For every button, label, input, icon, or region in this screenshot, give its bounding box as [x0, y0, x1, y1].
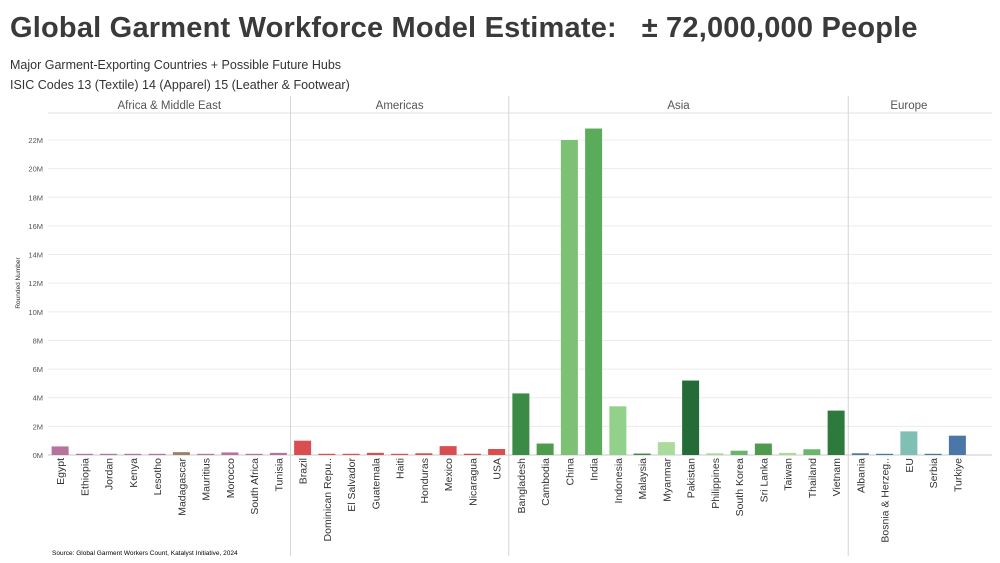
bar[interactable]: [439, 446, 457, 455]
x-tick-label: Bosnia & Herzeg..: [880, 458, 892, 543]
x-tick-label: Kenya: [128, 458, 140, 488]
x-tick-label: Albania: [855, 458, 867, 493]
x-tick-label: Vietnam: [831, 458, 843, 497]
y-tick-label: 22M: [28, 136, 43, 145]
bar[interactable]: [730, 450, 748, 455]
x-tick-label: Mexico: [443, 458, 455, 491]
chart-title: Global Garment Workforce Model Estimate:…: [10, 12, 918, 44]
bar[interactable]: [148, 453, 166, 455]
x-tick-label: Egypt: [55, 458, 67, 485]
chart-subtitle-isic: ISIC Codes 13 (Textile) 14 (Apparel) 15 …: [10, 78, 350, 92]
x-tick-label: South Africa: [249, 458, 261, 515]
bar[interactable]: [657, 442, 675, 455]
group-header: Europe: [890, 100, 927, 112]
x-tick-label: El Salvador: [346, 458, 358, 512]
bar[interactable]: [536, 443, 554, 455]
bar[interactable]: [221, 452, 239, 455]
x-tick-label: Sri Lanka: [758, 458, 770, 503]
bar[interactable]: [609, 406, 627, 455]
bar[interactable]: [294, 440, 312, 455]
bar[interactable]: [779, 452, 797, 455]
bar[interactable]: [706, 453, 724, 455]
x-tick-label: Philippines: [710, 458, 722, 509]
x-tick-label: India: [589, 458, 601, 481]
x-tick-label: South Korea: [734, 458, 746, 517]
group-header: Asia: [667, 100, 690, 112]
bar[interactable]: [754, 443, 772, 455]
y-tick-label: 16M: [28, 222, 43, 231]
x-tick-label: Honduras: [419, 458, 431, 504]
x-tick-label: Ethiopia: [79, 458, 91, 496]
x-tick-label: China: [564, 458, 576, 486]
bar[interactable]: [948, 435, 966, 455]
bar[interactable]: [342, 453, 360, 455]
bar[interactable]: [197, 453, 215, 455]
bar[interactable]: [245, 453, 263, 455]
bar[interactable]: [900, 431, 918, 455]
bar[interactable]: [682, 380, 700, 455]
x-tick-label: Taiwan: [783, 458, 795, 491]
group-header: Africa & Middle East: [117, 100, 221, 112]
bar[interactable]: [51, 446, 69, 455]
group-header: Americas: [376, 100, 424, 112]
x-tick-label: Bangladesh: [516, 458, 528, 514]
x-tick-label: Tunisia: [273, 458, 285, 492]
bar[interactable]: [560, 140, 578, 455]
x-tick-label: Nicaragua: [467, 458, 479, 506]
bar[interactable]: [75, 453, 93, 455]
bar[interactable]: [318, 453, 336, 455]
x-tick-label: Brazil: [298, 458, 310, 484]
source-note: Source: Global Garment Workers Count, Ka…: [52, 550, 238, 557]
bar[interactable]: [585, 128, 603, 455]
x-tick-label: Mauritius: [201, 458, 213, 501]
x-tick-label: Serbia: [928, 458, 940, 489]
bar[interactable]: [269, 452, 287, 455]
x-tick-label: Malaysia: [637, 458, 649, 500]
y-tick-label: 20M: [28, 165, 43, 174]
x-tick-label: Morocco: [225, 458, 237, 498]
bar[interactable]: [633, 453, 651, 455]
y-tick-label: 18M: [28, 193, 43, 202]
bar[interactable]: [391, 453, 409, 455]
x-tick-label: Lesotho: [152, 458, 164, 496]
bar[interactable]: [924, 453, 942, 455]
x-tick-label: Jordan: [104, 458, 116, 490]
bar[interactable]: [876, 453, 894, 455]
bar[interactable]: [512, 393, 530, 455]
y-tick-label: 12M: [28, 279, 43, 288]
x-tick-label: Turkiye: [952, 458, 964, 492]
bar[interactable]: [415, 453, 433, 455]
bar[interactable]: [100, 453, 118, 455]
y-tick-label: 10M: [28, 308, 43, 317]
x-tick-label: Madagascar: [176, 457, 188, 515]
x-tick-label: Dominican Repu..: [322, 458, 334, 541]
bar[interactable]: [488, 448, 506, 455]
y-axis-label: Rounded Number: [15, 257, 22, 309]
x-tick-label: USA: [492, 458, 504, 480]
x-tick-label: Haiti: [395, 458, 407, 479]
x-tick-label: Cambodia: [540, 458, 552, 506]
y-tick-label: 8M: [33, 336, 43, 345]
bar[interactable]: [851, 453, 869, 455]
x-tick-label: Guatemala: [370, 458, 382, 510]
y-tick-label: 14M: [28, 251, 43, 260]
bar[interactable]: [172, 452, 190, 455]
y-tick-label: 6M: [33, 365, 43, 374]
bar[interactable]: [827, 410, 845, 455]
x-tick-label: Indonesia: [613, 458, 625, 504]
bar[interactable]: [124, 453, 142, 455]
x-tick-label: EU: [904, 458, 916, 473]
x-tick-label: Pakistan: [686, 458, 698, 498]
bar[interactable]: [463, 453, 481, 455]
y-tick-label: 4M: [33, 394, 43, 403]
y-tick-label: 0M: [33, 451, 43, 460]
x-tick-label: Myanmar: [661, 458, 673, 502]
chart-subtitle: Major Garment-Exporting Countries + Poss…: [10, 58, 342, 72]
x-tick-label: Thailand: [807, 458, 819, 498]
y-tick-label: 2M: [33, 422, 43, 431]
bar[interactable]: [803, 449, 821, 455]
bar[interactable]: [366, 452, 384, 455]
